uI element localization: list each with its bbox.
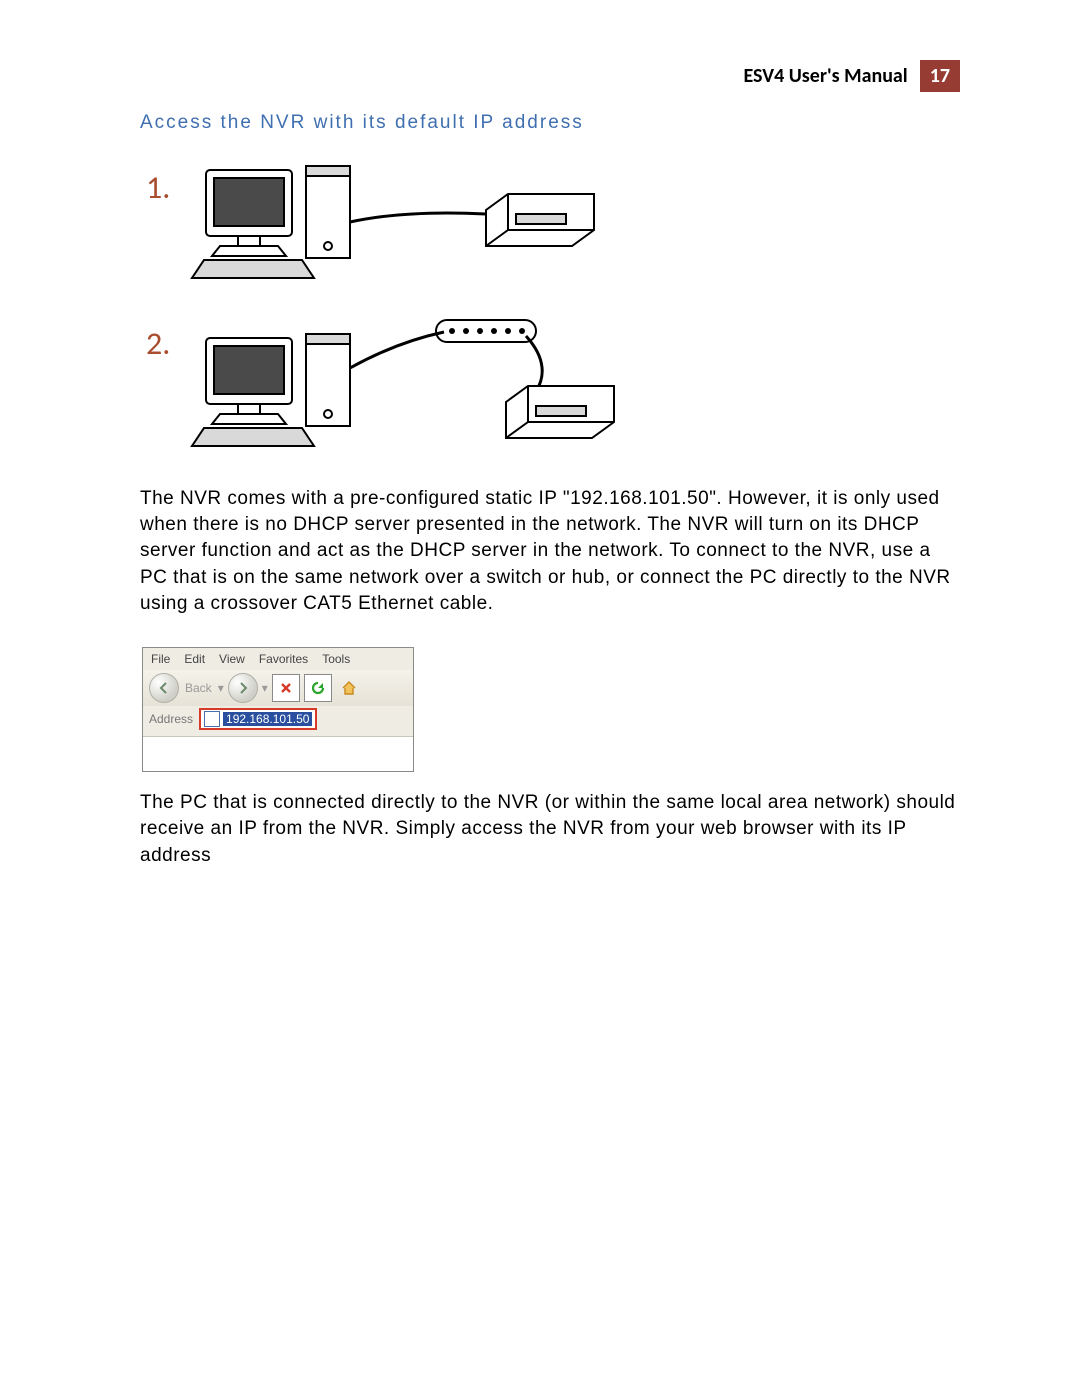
browser-address-bar: Address 192.168.101.50 bbox=[143, 706, 413, 736]
browser-toolbar: Back ▾ ▾ bbox=[143, 670, 413, 706]
back-dropdown-icon[interactable]: ▾ bbox=[218, 681, 224, 695]
diagram-2: 2. bbox=[146, 308, 960, 468]
address-label: Address bbox=[149, 712, 193, 726]
menu-tools[interactable]: Tools bbox=[322, 652, 350, 666]
browser-viewport bbox=[143, 736, 413, 771]
diagram-2-label: 2. bbox=[146, 308, 176, 363]
page-header: ESV4 User's Manual 17 bbox=[140, 60, 960, 92]
menu-edit[interactable]: Edit bbox=[184, 652, 205, 666]
paragraph-2: The PC that is connected directly to the… bbox=[140, 790, 960, 869]
back-button[interactable] bbox=[149, 673, 179, 703]
address-input[interactable]: 192.168.101.50 bbox=[223, 712, 312, 726]
page-number-badge: 17 bbox=[920, 60, 960, 92]
address-field-highlight: 192.168.101.50 bbox=[199, 708, 317, 730]
paragraph-1: The NVR comes with a pre-configured stat… bbox=[140, 486, 960, 617]
back-label: Back bbox=[185, 681, 212, 695]
refresh-button[interactable] bbox=[304, 674, 332, 702]
diagram-1-label: 1. bbox=[146, 152, 176, 207]
forward-dropdown-icon[interactable]: ▾ bbox=[262, 681, 268, 695]
diagram-1: 1. bbox=[146, 152, 960, 292]
home-button[interactable] bbox=[336, 675, 362, 701]
diagram-2-svg bbox=[186, 308, 656, 468]
browser-screenshot: File Edit View Favorites Tools Back ▾ ▾ bbox=[142, 647, 414, 772]
menu-file[interactable]: File bbox=[151, 652, 170, 666]
section-title: Access the NVR with its default IP addre… bbox=[140, 112, 960, 134]
stop-button[interactable] bbox=[272, 674, 300, 702]
page-icon bbox=[204, 711, 220, 727]
page: ESV4 User's Manual 17 Access the NVR wit… bbox=[0, 0, 1080, 1397]
menu-favorites[interactable]: Favorites bbox=[259, 652, 308, 666]
diagram-1-svg bbox=[186, 152, 656, 292]
header-title: ESV4 User's Manual bbox=[743, 64, 907, 88]
menu-view[interactable]: View bbox=[219, 652, 245, 666]
forward-button[interactable] bbox=[228, 673, 258, 703]
browser-menu-bar: File Edit View Favorites Tools bbox=[143, 648, 413, 670]
